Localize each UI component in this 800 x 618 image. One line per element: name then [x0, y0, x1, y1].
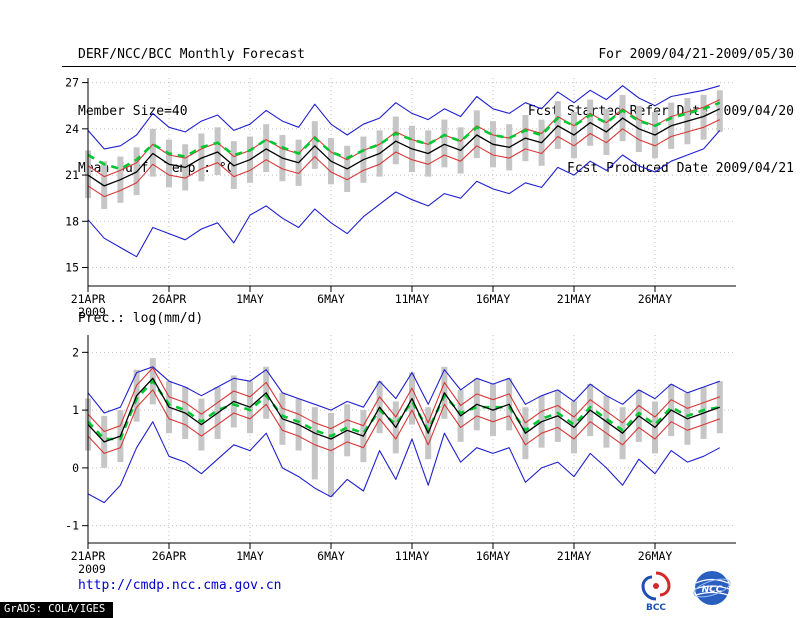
- series-reference-dashed: [87, 379, 721, 441]
- y-tick-label: 2: [72, 345, 79, 359]
- ncc-logo-text: NCC: [702, 585, 723, 595]
- member-spread-bar: [101, 161, 108, 209]
- website-url: http://cmdp.ncc.cma.gov.cn: [78, 578, 282, 593]
- chart-2: -1 0 1 2 21APR 26APR 1MAY 6MAY 11MAY 16MAY 21MAY 26…: [65, 335, 736, 576]
- x-tick-label: 26MAY: [638, 549, 673, 563]
- x-tick-label: 6MAY: [317, 292, 345, 306]
- y-tick-label: 15: [65, 261, 79, 275]
- member-spread-bar: [473, 110, 480, 159]
- forecast-range-label: For 2009/04/21-2009/05/30: [598, 47, 794, 62]
- chart-1: 15 18 21 24 27 21APR 26APR 1MAY 6MAY 11MAY 16MAY 21…: [65, 76, 736, 319]
- page-title: DERF/NCC/BCC Monthly Forecast: [78, 47, 305, 62]
- series-ensemble-min: [87, 421, 721, 504]
- member-spread-bar: [700, 94, 707, 140]
- y-tick-label: 24: [65, 122, 79, 136]
- series-reference-dashed: [87, 101, 721, 171]
- x-tick-label: 16MAY: [476, 549, 511, 563]
- series-upper-spread: [87, 367, 720, 433]
- member-spread-bar: [554, 101, 561, 149]
- x-tick-label: 26APR: [152, 292, 187, 306]
- series-ensemble-mean: [87, 377, 721, 443]
- series-ensemble-mean: [87, 108, 721, 187]
- series-ensemble-min: [87, 130, 721, 258]
- y-tick-label: 1: [72, 403, 79, 417]
- member-spread-bar: [392, 116, 399, 165]
- member-spread-bar: [328, 413, 334, 497]
- member-size-label: Member Size=40: [78, 104, 188, 119]
- series-ensemble-max: [87, 85, 720, 150]
- member-spread-bar: [166, 139, 172, 188]
- fcst-produced-date-label: Fcst Produced Date 2009/04/21: [567, 161, 794, 176]
- ncc-logo: NCC: [693, 571, 731, 605]
- footer-logos: BCC NCC: [641, 571, 731, 613]
- x-tick-label: 26APR: [152, 549, 187, 563]
- x-tick-label: 21MAY: [557, 292, 592, 306]
- bcc-logo: BCC: [641, 571, 671, 613]
- x-tick-label: 11MAY: [395, 292, 430, 306]
- x-tick-label: 16MAY: [476, 292, 511, 306]
- member-spread-bar: [263, 124, 270, 172]
- member-spread-bar: [441, 119, 448, 168]
- x-tick-label: 21APR: [71, 292, 106, 306]
- series-lower-spread: [87, 389, 720, 454]
- grads-attribution: GrADS: COLA/IGES: [0, 602, 114, 618]
- x-tick-label: 1MAY: [236, 292, 264, 306]
- x-axis-year-label: 2009: [78, 562, 106, 576]
- y-tick-label: 27: [65, 76, 79, 90]
- member-spread-bar: [311, 121, 318, 169]
- bcc-logo-text: BCC: [646, 603, 666, 613]
- series-lower-spread: [87, 119, 721, 198]
- y-tick-label: 21: [65, 168, 79, 182]
- member-spread-bar: [149, 128, 156, 177]
- x-tick-label: 11MAY: [395, 549, 430, 563]
- member-spread-bar: [214, 127, 221, 176]
- y-tick-label: 0: [72, 461, 79, 475]
- y-tick-label: -1: [65, 519, 79, 533]
- x-axis-year-label: 2009: [78, 305, 106, 319]
- x-tick-label: 26MAY: [638, 292, 673, 306]
- member-spread-bar: [311, 407, 318, 480]
- header-divider: [62, 66, 796, 67]
- y-tick-label: 18: [65, 214, 79, 228]
- member-spread-bar: [198, 133, 205, 182]
- series-ensemble-max: [87, 366, 720, 414]
- member-spread-bar: [716, 90, 723, 132]
- precip-chart-title: Prec.: log(mm/d): [78, 311, 204, 326]
- x-tick-label: 6MAY: [317, 549, 345, 563]
- x-tick-label: 21APR: [71, 549, 106, 563]
- x-tick-label: 1MAY: [236, 549, 264, 563]
- x-tick-label: 21MAY: [557, 549, 592, 563]
